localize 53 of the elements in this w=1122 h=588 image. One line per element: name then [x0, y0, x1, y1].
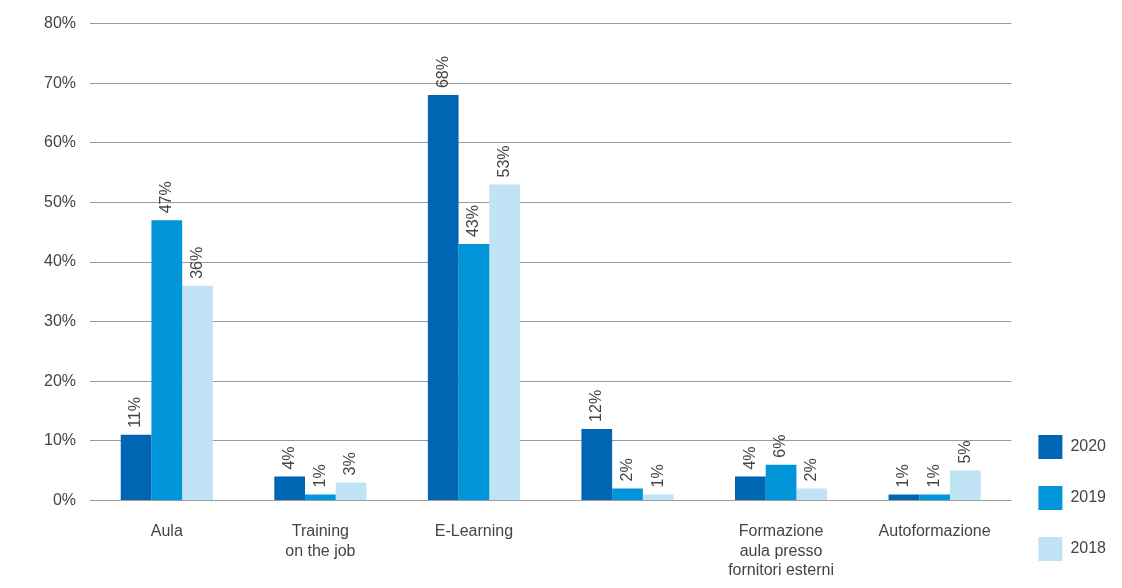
bar [335, 482, 367, 500]
bar [151, 220, 183, 500]
x-tick-label: Aula [150, 522, 183, 540]
data-label: 36% [187, 246, 205, 279]
y-tick-label: 50% [43, 192, 77, 210]
data-label: 1% [925, 464, 943, 488]
y-tick-label: 0% [52, 490, 77, 508]
x-tick-label: Training on the job [285, 522, 356, 559]
data-label: 2% [617, 458, 635, 482]
data-label: 12% [587, 389, 605, 422]
bar [274, 476, 306, 500]
data-label: 3% [341, 452, 359, 476]
y-tick-label: 40% [43, 252, 77, 270]
legend-label: 2018 [1070, 539, 1107, 557]
bar [734, 476, 766, 500]
data-label: 1% [648, 464, 666, 488]
bar [458, 244, 490, 500]
bar [919, 494, 950, 500]
x-tick-label: E-Learning [434, 522, 514, 540]
data-label: 6% [771, 434, 789, 458]
legend-label: 2019 [1070, 488, 1107, 506]
data-label: 1% [894, 464, 912, 488]
bar [427, 95, 459, 500]
data-label: 4% [740, 446, 758, 470]
data-label: 5% [955, 440, 973, 464]
bar [642, 494, 674, 500]
y-tick-label: 70% [43, 73, 77, 91]
data-label: 47% [157, 181, 175, 214]
data-label: 11% [126, 397, 144, 428]
data-label: 2% [802, 458, 820, 482]
data-label: 68% [433, 56, 451, 89]
bar [305, 494, 336, 500]
bar [612, 488, 643, 500]
data-label: 1% [310, 464, 328, 488]
bar [888, 494, 920, 500]
bar [182, 285, 213, 500]
y-tick-label: 80% [43, 14, 77, 32]
y-tick-label: 30% [43, 312, 77, 330]
bar [581, 428, 613, 500]
bar [796, 488, 828, 500]
bar [120, 434, 152, 500]
y-tick-label: 60% [43, 133, 77, 151]
legend-label: 2020 [1070, 437, 1107, 455]
bar [949, 470, 981, 500]
x-tick-label: Autoformazione [878, 522, 991, 540]
y-tick-label: 20% [43, 371, 77, 389]
data-label: 53% [495, 145, 513, 178]
y-tick-label: 10% [43, 431, 77, 449]
data-label: 43% [464, 205, 482, 238]
bar [765, 464, 797, 500]
x-tick-label: Formazione aula presso fornitori esterni [728, 522, 834, 578]
data-label: 4% [280, 446, 298, 470]
bar [489, 184, 520, 500]
